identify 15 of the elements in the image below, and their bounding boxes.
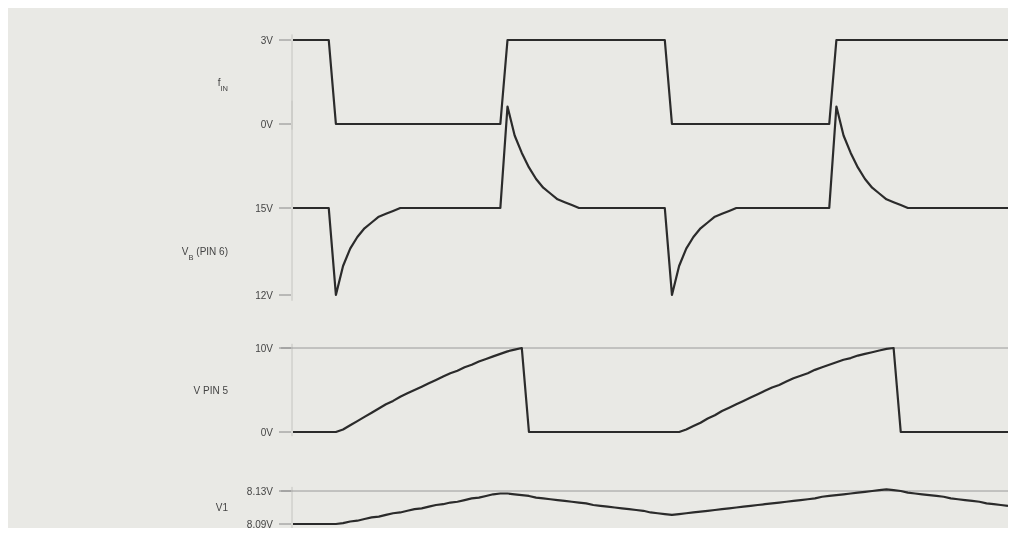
- y-tick-label: 0V: [260, 426, 274, 438]
- y-tick-label: 3V: [260, 34, 274, 46]
- line-series: [291, 105, 1008, 297]
- y-tick-label: 0V: [260, 118, 274, 130]
- y-axis-title: V$_{B}$ (PIN 6): [181, 246, 228, 262]
- y-tick-label: 12V: [255, 289, 274, 301]
- y-tick-label: 8.13V: [246, 485, 274, 497]
- line-series: [291, 346, 1008, 434]
- y-tick-label: 8.09V: [246, 518, 274, 530]
- y-tick-label: 15V: [255, 202, 274, 214]
- y-axis-title: V1: [215, 502, 229, 513]
- y-axis-title: V PIN 5: [193, 384, 229, 396]
- y-axis-title: f$_{IN}$: [217, 76, 228, 92]
- y-tick-label: 10V: [255, 342, 274, 354]
- line-series: [291, 488, 1008, 526]
